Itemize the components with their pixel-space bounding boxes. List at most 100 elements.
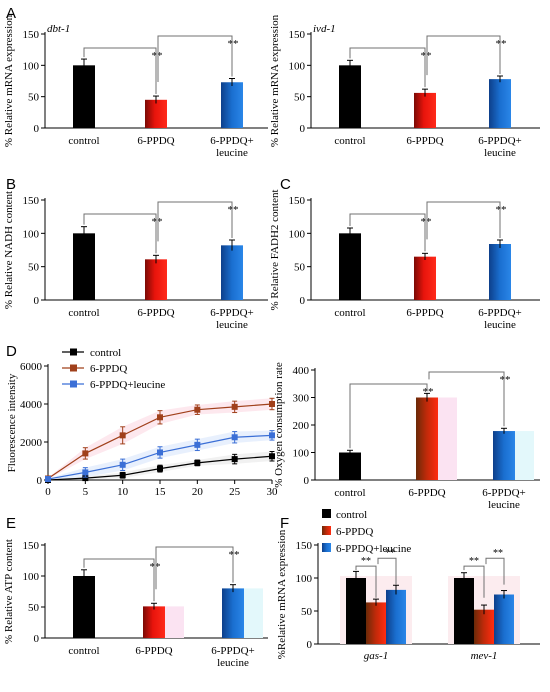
y-tick-label: 400 bbox=[293, 365, 310, 377]
y-tick-label: 150 bbox=[296, 540, 313, 552]
significance-bracket bbox=[157, 201, 233, 242]
legend-label: control bbox=[90, 347, 121, 359]
data-point bbox=[157, 465, 163, 472]
data-point bbox=[45, 476, 51, 483]
x-tick-label: 30 bbox=[267, 486, 279, 498]
panel-label-a: A bbox=[6, 5, 16, 22]
y-tick-label: 300 bbox=[293, 393, 310, 405]
bar-2 bbox=[221, 82, 243, 128]
x-tick-label: leucine bbox=[216, 319, 248, 331]
x-tick-label: gas-1 bbox=[364, 650, 388, 662]
data-point bbox=[194, 406, 201, 413]
x-tick-label: 6-PPDQ bbox=[406, 135, 443, 147]
legend-marker bbox=[70, 348, 77, 356]
bar-0 bbox=[73, 65, 95, 128]
data-point bbox=[157, 414, 163, 421]
significance-label: ** bbox=[493, 548, 503, 559]
bar-2 bbox=[489, 244, 511, 300]
significance-bracket bbox=[155, 546, 234, 590]
y-tick-label: 0 bbox=[37, 475, 43, 487]
significance-label: ** bbox=[229, 549, 240, 561]
data-point bbox=[82, 475, 89, 482]
significance-bracket bbox=[485, 557, 505, 585]
significance-label: ** bbox=[500, 374, 511, 386]
data-point bbox=[231, 434, 238, 441]
y-tick-label: 0 bbox=[304, 475, 310, 487]
y-tick-label: 100 bbox=[293, 448, 310, 460]
y-tick-label: 200 bbox=[293, 420, 310, 432]
bar-2 bbox=[221, 245, 243, 300]
x-tick-label: 0 bbox=[45, 486, 51, 498]
significance-bracket bbox=[157, 35, 233, 83]
significance-label: ** bbox=[228, 204, 239, 216]
x-tick-label: 15 bbox=[155, 486, 167, 498]
significance-label: ** bbox=[496, 38, 507, 50]
y-tick-label: 0 bbox=[34, 633, 40, 645]
bar-0 bbox=[73, 576, 95, 638]
y-tick-label: 50 bbox=[28, 262, 40, 274]
bar-2 bbox=[222, 588, 244, 638]
y-axis-label: % Oxygen consumption rate bbox=[273, 362, 285, 488]
data-point bbox=[269, 453, 275, 460]
significance-bracket bbox=[463, 565, 485, 598]
y-tick-label: 150 bbox=[289, 195, 306, 207]
data-point bbox=[157, 449, 163, 456]
x-tick-label: 6-PPDQ+ bbox=[478, 135, 522, 147]
bar-2 bbox=[489, 79, 511, 128]
data-point bbox=[119, 472, 126, 479]
x-tick-label: control bbox=[334, 135, 365, 147]
x-tick-label: 20 bbox=[192, 486, 204, 498]
y-tick-label: 100 bbox=[23, 60, 40, 72]
bar-1 bbox=[145, 99, 167, 128]
significance-label: ** bbox=[496, 204, 507, 216]
legend-swatch bbox=[322, 509, 331, 518]
x-tick-label: 6-PPDQ+ bbox=[210, 135, 254, 147]
panel-label-e: E bbox=[6, 515, 16, 532]
bar-1 bbox=[414, 256, 436, 300]
y-tick-label: 100 bbox=[23, 228, 40, 240]
y-axis-label: % Relative mRNA expression bbox=[3, 14, 15, 147]
bar-0 bbox=[73, 233, 95, 300]
y-axis-label: % Relative mRNA expression bbox=[269, 14, 281, 147]
significance-bracket bbox=[349, 213, 426, 252]
panel-label-d: D bbox=[6, 343, 17, 360]
y-tick-label: 0 bbox=[300, 123, 306, 135]
significance-bracket bbox=[83, 47, 157, 95]
data-point bbox=[82, 469, 89, 476]
legend-swatch bbox=[322, 526, 331, 535]
bar-1 bbox=[143, 606, 165, 638]
y-axis-label: Fluorescence intensity bbox=[6, 373, 18, 472]
y-tick-label: 100 bbox=[289, 60, 306, 72]
bar-0 bbox=[339, 233, 361, 300]
legend-label: 6-PPDQ bbox=[336, 526, 373, 538]
y-tick-label: 50 bbox=[294, 92, 306, 104]
y-tick-label: 6000 bbox=[20, 361, 43, 373]
bar-0 bbox=[454, 578, 474, 644]
x-tick-label: leucine bbox=[484, 319, 516, 331]
significance-bracket bbox=[83, 213, 157, 254]
panel-label-b: B bbox=[6, 176, 16, 193]
panel-label-f: F bbox=[280, 515, 289, 532]
x-tick-label: 6-PPDQ+ bbox=[482, 487, 526, 499]
data-point bbox=[269, 401, 275, 407]
x-tick-label: 6-PPDQ bbox=[135, 645, 172, 657]
y-tick-label: 100 bbox=[289, 228, 306, 240]
bar-0 bbox=[339, 452, 361, 480]
y-tick-label: 2000 bbox=[20, 437, 43, 449]
x-tick-label: leucine bbox=[217, 657, 249, 669]
significance-label: ** bbox=[150, 561, 161, 573]
data-point bbox=[119, 432, 126, 439]
x-tick-label: 6-PPDQ+ bbox=[478, 307, 522, 319]
y-tick-label: 150 bbox=[23, 195, 40, 207]
bar-1 bbox=[366, 602, 386, 644]
y-tick-label: 0 bbox=[307, 639, 313, 651]
legend-label: 6-PPDQ+leucine bbox=[90, 379, 165, 391]
x-tick-label: 6-PPDQ+ bbox=[210, 307, 254, 319]
data-point bbox=[82, 450, 89, 457]
y-axis-label: % Relative FADH2 content bbox=[269, 189, 281, 310]
significance-bracket bbox=[349, 383, 428, 449]
x-tick-label: leucine bbox=[488, 499, 520, 511]
y-tick-label: 50 bbox=[301, 606, 313, 618]
panel-title: dbt-1 bbox=[47, 23, 70, 35]
